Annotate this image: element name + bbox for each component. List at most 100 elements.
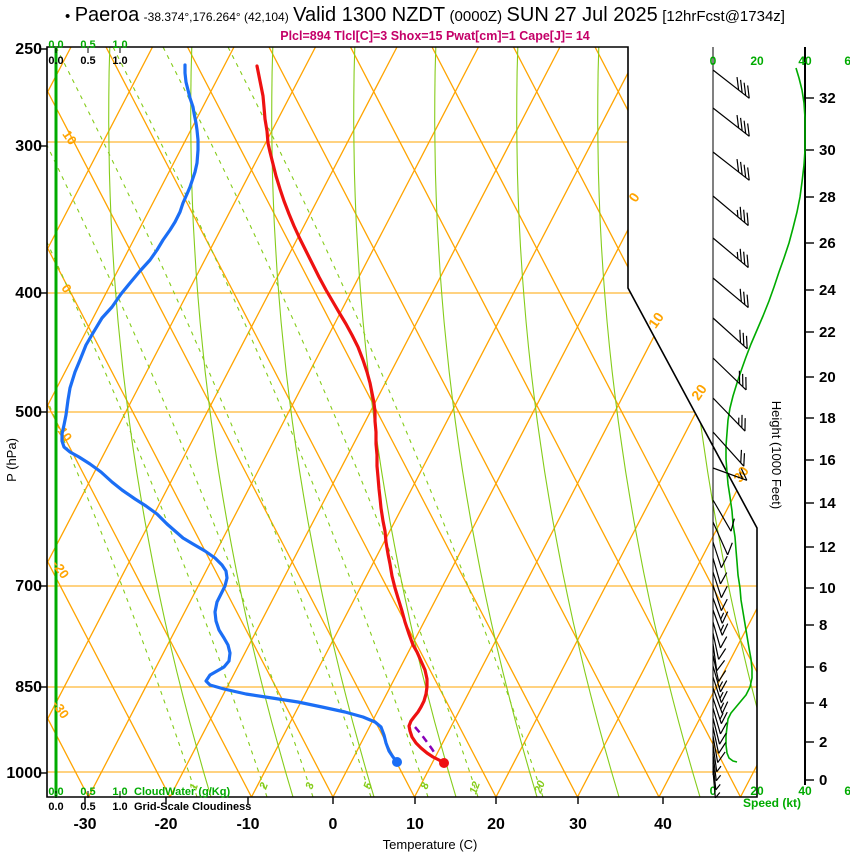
temperature-tick-label: 20 xyxy=(487,816,505,833)
moist-adiabat-line xyxy=(190,47,294,797)
wind-barb xyxy=(712,107,750,137)
isotherm-label-left: 10 xyxy=(59,127,80,147)
cloud-scale-label: 0.5 xyxy=(80,55,95,67)
wind-barb xyxy=(712,571,728,598)
mixing-ratio-label: 12 xyxy=(467,780,482,796)
wind-barb xyxy=(712,609,729,636)
wind-barb xyxy=(712,762,721,791)
wind-barb xyxy=(712,69,750,99)
wind-barb xyxy=(712,717,727,745)
dry-adiabat-line xyxy=(349,47,742,797)
height-tick-label: 16 xyxy=(819,452,836,469)
dry-adiabat-line xyxy=(0,47,7,797)
height-tick-label: 32 xyxy=(819,90,836,107)
speed-tick-label: 20 xyxy=(750,54,764,68)
wind-barb xyxy=(712,151,750,181)
height-tick-label: 2 xyxy=(819,734,827,751)
isotherm-line xyxy=(87,47,480,797)
wind-barb xyxy=(712,499,735,532)
temperature-tick-label: 30 xyxy=(569,816,587,833)
mixing-ratio-label: 8 xyxy=(418,780,432,791)
dry-adiabat-line xyxy=(186,47,579,797)
height-tick-label: 30 xyxy=(819,142,836,159)
wind-barb xyxy=(712,676,728,703)
moist-adiabat-line xyxy=(434,47,538,797)
isotherm-line xyxy=(47,47,235,797)
height-tick-label: 14 xyxy=(819,495,836,512)
wind-barb xyxy=(712,467,748,481)
cloud-scale-label: 0.5 xyxy=(80,801,95,813)
speed-tick-label: 40 xyxy=(798,784,812,798)
speed-tick-label: 0 xyxy=(710,784,717,798)
wind-barb xyxy=(712,431,746,467)
isotherm-line xyxy=(658,47,757,797)
wind-barb xyxy=(712,643,726,672)
surface-temperature-dot xyxy=(439,758,449,768)
isotherm-line xyxy=(250,47,643,797)
moist-adiabat-line xyxy=(679,47,757,797)
speed-tick-label: 20 xyxy=(750,784,764,798)
pressure-tick-label: 1000 xyxy=(6,765,42,782)
height-axis-title: Height (1000 Feet) xyxy=(769,401,784,509)
speed-tick-label: 60 xyxy=(844,54,850,68)
wind-barb xyxy=(712,584,728,611)
speed-tick-label: 0 xyxy=(710,54,717,68)
parcel-path-curve xyxy=(414,726,438,756)
pressure-axis: 250 300 400 500 700 850 1000 xyxy=(6,41,47,782)
mixing-ratio-labels: 1 2 3 5 8 12 20 xyxy=(187,778,548,795)
wind-barb xyxy=(712,654,727,682)
isotherm-label-right: 10 xyxy=(645,309,667,331)
forecast-tag: [12hrFcst@1734z] xyxy=(662,8,785,25)
cloud-scale-label: 0.0 xyxy=(48,801,63,813)
height-tick-label: 24 xyxy=(819,282,836,299)
mixing-ratio-line xyxy=(227,47,544,797)
wind-barb xyxy=(712,687,729,714)
station-coords: -38.374°,176.264° (42,104) xyxy=(143,10,289,24)
height-tick-label: 10 xyxy=(819,580,836,597)
height-tick-label: 26 xyxy=(819,235,836,252)
cloudwater-scale-title: CloudWater (g/Kg) xyxy=(134,786,230,798)
temperature-curve xyxy=(255,64,446,765)
dry-adiabat-line xyxy=(105,47,497,797)
isotherm-label-right: 20 xyxy=(688,381,710,403)
cloud-scale-label: 1.0 xyxy=(112,55,127,67)
dry-adiabat-line xyxy=(268,47,660,797)
surface-dewpoint-dot xyxy=(392,757,402,767)
valid-time: Valid 1300 NZDT xyxy=(293,4,446,26)
wind-barb xyxy=(712,621,728,649)
height-tick-label: 22 xyxy=(819,324,836,341)
height-tick-label: 28 xyxy=(819,189,836,206)
height-tick-label: 18 xyxy=(819,410,836,427)
cloud-scale-label: 0.5 xyxy=(80,39,95,51)
chart-title: • Paeroa -38.374°,176.264° (42,104) Vali… xyxy=(0,4,850,27)
moist-adiabat-line xyxy=(271,47,375,797)
moist-adiabat-line xyxy=(516,47,620,797)
isotherm-line xyxy=(169,47,561,797)
wind-barb xyxy=(712,632,727,660)
speed-tick-label: 60 xyxy=(844,784,850,798)
pressure-axis-title: P (hPa) xyxy=(4,438,19,482)
wind-barb xyxy=(712,707,728,735)
cloud-scale-label: 0.5 xyxy=(80,786,95,798)
cloud-scale-label: 0.0 xyxy=(48,786,63,798)
isotherm-label-left: -30 xyxy=(49,697,72,721)
wind-speed-curve xyxy=(725,67,806,763)
pressure-tick-label: 250 xyxy=(15,41,42,58)
stability-indices: Plcl=894 Tlcl[C]=3 Shox=15 Pwat[cm]=1 Ca… xyxy=(280,29,590,43)
cloud-scales: 0.0 0.0 0.0 0.0 0.5 0.5 0.5 0.5 1.0 1.0 1.0 1.0 Clou… xyxy=(48,39,251,813)
temperature-axis: -30 -20 -10 0 10 20 30 40 xyxy=(73,797,672,833)
mixing-ratio-label: 3 xyxy=(303,781,316,791)
cloud-scale-label: 0.0 xyxy=(48,55,63,67)
wind-barb xyxy=(712,753,722,782)
pressure-tick-label: 850 xyxy=(15,679,42,696)
station-name: Paeroa xyxy=(74,4,140,26)
wind-barb xyxy=(712,541,728,568)
dry-adiabat-line xyxy=(431,47,757,797)
wind-barb xyxy=(712,317,748,350)
wind-barb xyxy=(712,744,722,773)
isotherm-line xyxy=(47,47,317,797)
wind-barb xyxy=(712,357,747,391)
